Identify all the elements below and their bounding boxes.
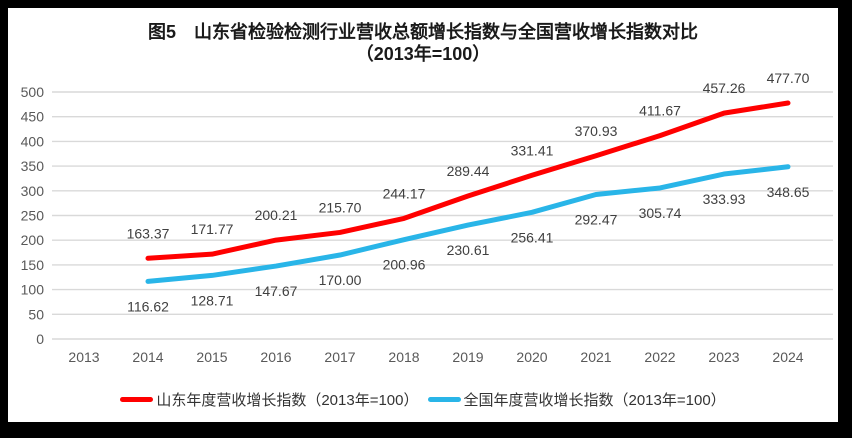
legend: 山东年度营收增长指数（2013年=100） 全国年度营收增长指数（2013年=1…	[8, 389, 838, 409]
legend-label-national: 全国年度营收增长指数（2013年=100）	[463, 391, 726, 409]
data-label: 477.70	[767, 70, 810, 86]
legend-swatch-shandong-icon	[120, 396, 154, 402]
y-axis-tick-label: 0	[36, 331, 44, 347]
legend-swatch-national-icon	[427, 396, 461, 402]
data-label: 244.17	[383, 185, 426, 201]
legend-label-shandong: 山东年度营收增长指数（2013年=100）	[156, 391, 419, 409]
series-line-national	[145, 164, 791, 284]
data-label: 200.96	[383, 257, 426, 273]
data-label: 292.47	[575, 212, 618, 228]
data-label: 163.37	[127, 225, 170, 241]
chart-svg: 0 50 100 150 200 250 300 350 400 450 500 2013 2014 20…	[21, 70, 833, 365]
data-label: 289.44	[447, 163, 490, 179]
x-axis-tick-label: 2019	[452, 349, 483, 365]
x-axis-tick-label: 2013	[68, 349, 99, 365]
x-axis-tick-label: 2014	[132, 349, 163, 365]
x-axis-tick-label: 2018	[388, 349, 419, 365]
data-label: 230.61	[447, 242, 490, 258]
y-axis-tick-label: 50	[28, 306, 44, 322]
data-label: 128.71	[191, 292, 234, 308]
y-axis-tick-label: 200	[21, 232, 45, 248]
legend-item-shandong: 山东年度营收增长指数（2013年=100）	[120, 389, 419, 410]
data-label: 170.00	[319, 272, 362, 288]
x-axis-tick-label: 2024	[772, 349, 803, 365]
y-axis-tick-label: 500	[21, 84, 45, 100]
x-axis-tick-label: 2022	[644, 349, 675, 365]
x-axis-tick-label: 2020	[516, 349, 547, 365]
y-axis-tick-label: 100	[21, 282, 45, 298]
y-axis-tick-label: 300	[21, 183, 45, 199]
x-axis-tick-label: 2015	[196, 349, 227, 365]
chart-title-line2: （2013年=100）	[355, 44, 491, 64]
data-label: 200.21	[255, 207, 298, 223]
x-axis-tick-label: 2017	[324, 349, 355, 365]
y-axis-tick-label: 450	[21, 109, 45, 125]
y-axis-tick-label: 150	[21, 257, 45, 273]
x-axis-tick-label: 2016	[260, 349, 291, 365]
chart-canvas: 图5 山东省检验检测行业营收总额增长指数与全国营收增长指数对比 （2013年=1…	[8, 8, 838, 422]
data-label: 171.77	[191, 221, 234, 237]
chart-title-line1: 图5 山东省检验检测行业营收总额增长指数与全国营收增长指数对比	[147, 22, 698, 42]
data-label: 370.93	[575, 123, 618, 139]
data-label: 116.62	[127, 298, 169, 314]
x-axis-tick-label: 2021	[580, 349, 611, 365]
data-label: 305.74	[639, 205, 682, 221]
data-label: 348.65	[767, 184, 810, 200]
x-axis-tick-label: 2023	[708, 349, 739, 365]
data-label: 256.41	[511, 229, 554, 245]
data-label: 457.26	[703, 80, 746, 96]
chart-title: 图5 山东省检验检测行业营收总额增长指数与全国营收增长指数对比 （2013年=1…	[8, 21, 838, 65]
data-label: 147.67	[255, 283, 298, 299]
y-axis-tick-label: 400	[21, 133, 45, 149]
legend-item-national: 全国年度营收增长指数（2013年=100）	[427, 389, 726, 410]
data-label: 333.93	[703, 191, 746, 207]
series-line-shandong	[145, 100, 791, 261]
y-axis-tick-label: 250	[21, 208, 45, 224]
data-label: 215.70	[319, 199, 362, 215]
y-axis-tick-label: 350	[21, 158, 45, 174]
data-label: 411.67	[639, 103, 681, 119]
data-label: 331.41	[511, 142, 554, 158]
